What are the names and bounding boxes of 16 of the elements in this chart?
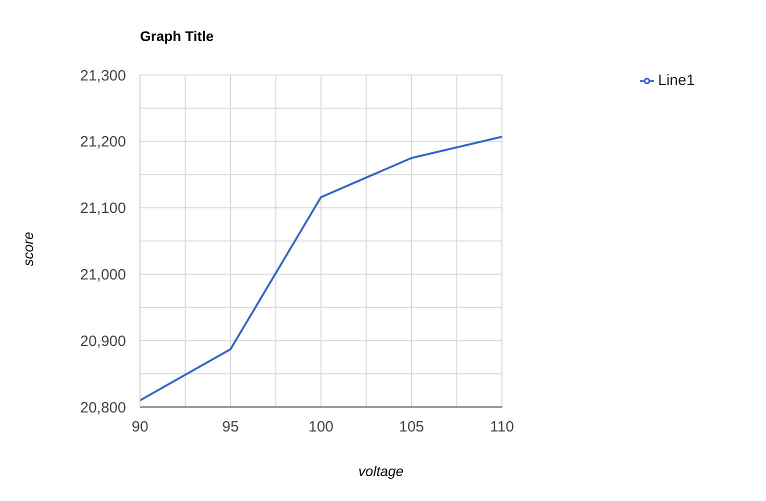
- y-tick-label: 21,300: [80, 67, 126, 84]
- x-tick-label: 95: [222, 418, 239, 436]
- line-series: [140, 136, 502, 402]
- x-tick-label: 90: [132, 418, 148, 436]
- y-tick-label: 21,100: [80, 200, 126, 218]
- x-axis-title: voltage: [357, 463, 405, 479]
- x-tick-label: 100: [308, 418, 334, 436]
- chart-title: Graph Title: [140, 28, 214, 44]
- y-axis-title: score: [20, 230, 36, 268]
- legend-label: Line1: [658, 72, 695, 89]
- y-tick-label: 20,900: [80, 332, 126, 350]
- x-tick-label: 110: [490, 418, 514, 436]
- y-tick-label: 21,200: [80, 134, 126, 151]
- y-tick-label: 20,800: [80, 399, 126, 416]
- x-tick-label: 105: [398, 418, 424, 436]
- y-tick-label: 21,000: [80, 266, 126, 284]
